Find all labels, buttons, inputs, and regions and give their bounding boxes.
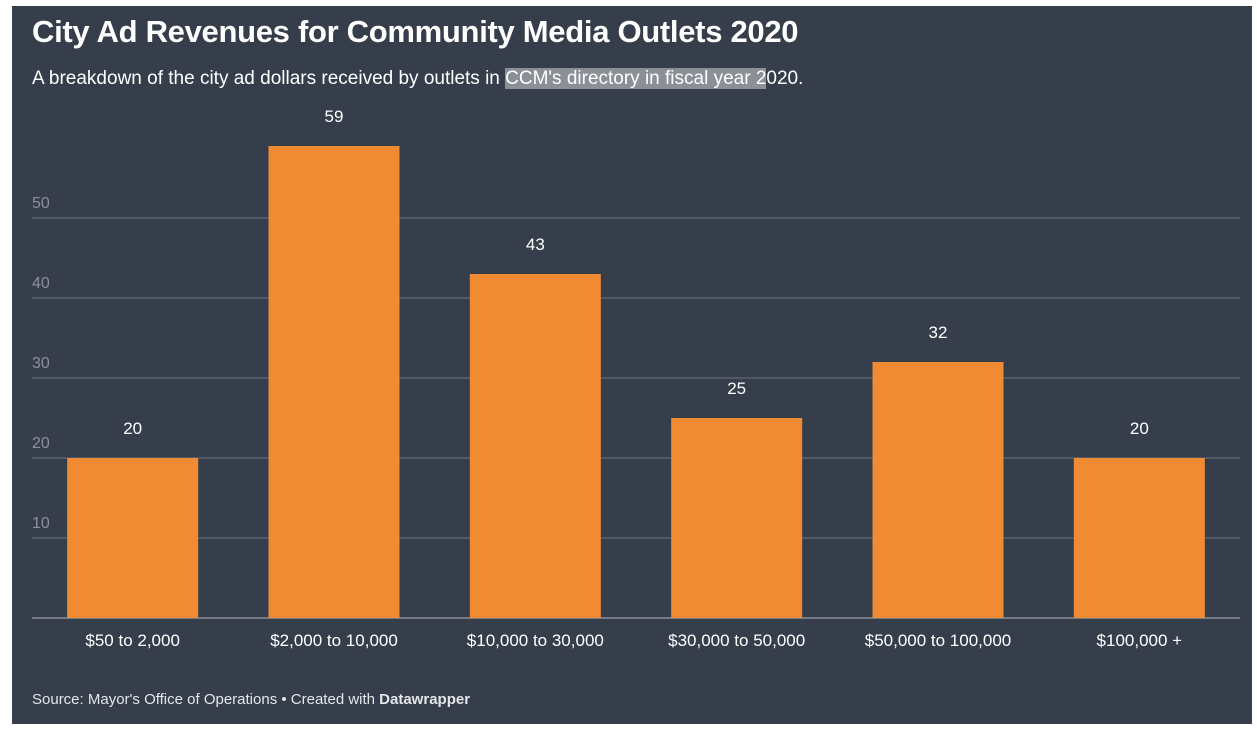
data-label: 59 bbox=[325, 107, 344, 126]
data-label: 25 bbox=[727, 379, 746, 398]
data-label: 43 bbox=[526, 235, 545, 254]
x-tick-label: $10,000 to 30,000 bbox=[467, 631, 604, 650]
source-text: Source: Mayor's Office of Operations bbox=[32, 691, 278, 708]
y-tick-label: 10 bbox=[32, 515, 50, 532]
x-tick-label: $50 to 2,000 bbox=[85, 631, 180, 650]
datawrapper-credit: Datawrapper bbox=[379, 691, 471, 708]
y-tick-label: 30 bbox=[32, 355, 50, 372]
x-tick-label: $2,000 to 10,000 bbox=[270, 631, 398, 650]
bar-chart: 10 20 30 40 50 20 $50 to 2,000 59 $2,000 to 10,… bbox=[32, 107, 1240, 650]
data-label: 20 bbox=[1130, 419, 1149, 438]
bar bbox=[268, 146, 400, 618]
x-tick-label: $50,000 to 100,000 bbox=[865, 631, 1012, 650]
subtitle-text-end: 020. bbox=[766, 68, 804, 89]
chart-title: City Ad Revenues for Community Media Out… bbox=[32, 14, 799, 49]
chart-footer: Source: Mayor's Office of Operations • C… bbox=[32, 691, 470, 708]
labels: 20 $50 to 2,000 59 $2,000 to 10,000 43 $10,00… bbox=[85, 107, 1182, 650]
bar bbox=[671, 418, 803, 618]
subtitle-text-start: A breakdown of the city ad dollars recei… bbox=[32, 68, 506, 89]
y-tick-label: 40 bbox=[32, 275, 50, 292]
subtitle-highlighted-text: CCM's directory in fiscal year 2 bbox=[505, 68, 767, 89]
x-tick-label: $100,000 + bbox=[1097, 631, 1183, 650]
bar bbox=[872, 362, 1004, 618]
footer-separator: • bbox=[277, 691, 291, 708]
created-with-text: Created with bbox=[290, 691, 380, 708]
bar bbox=[67, 458, 199, 618]
data-label: 32 bbox=[929, 323, 948, 342]
gridlines: 10 20 30 40 50 bbox=[32, 195, 1240, 619]
y-tick-label: 50 bbox=[32, 195, 50, 212]
bar bbox=[1073, 458, 1205, 618]
chart-panel: City Ad Revenues for Community Media Out… bbox=[12, 6, 1252, 724]
data-label: 20 bbox=[123, 419, 142, 438]
chart-subtitle: A breakdown of the city ad dollars recei… bbox=[32, 68, 803, 90]
bars bbox=[67, 146, 1205, 618]
x-tick-label: $30,000 to 50,000 bbox=[668, 631, 805, 650]
bar bbox=[469, 274, 601, 618]
y-tick-label: 20 bbox=[32, 435, 50, 452]
